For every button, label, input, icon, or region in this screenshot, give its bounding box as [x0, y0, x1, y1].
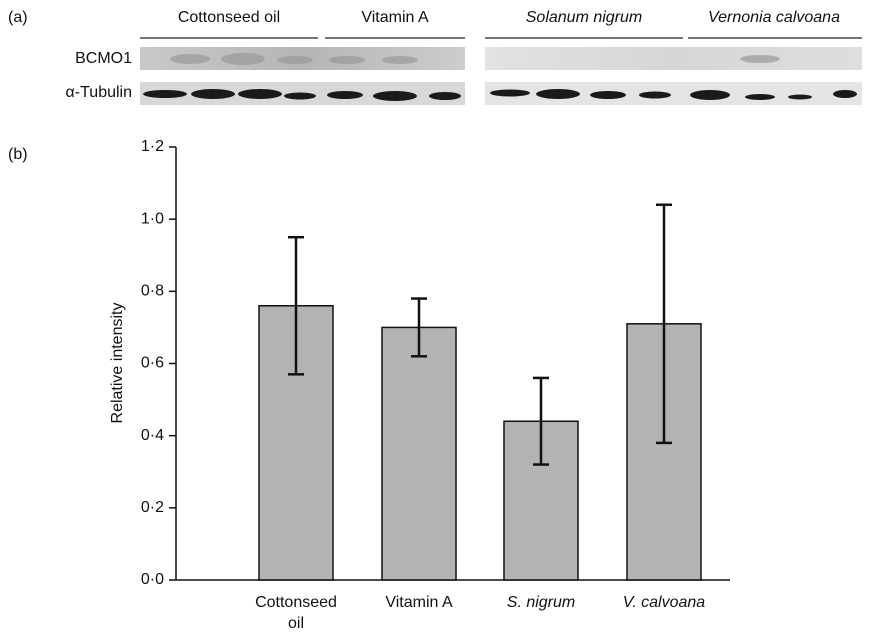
panel-label: (b) [8, 146, 28, 163]
y-tick-label: 1·0 [141, 210, 164, 227]
bar [382, 327, 456, 580]
x-tick-label: Cottonseed oil [246, 592, 346, 634]
y-tick-label: 0·8 [141, 283, 164, 300]
row-label: α-Tubulin [66, 84, 132, 101]
group-label: Solanum nigrum [526, 9, 643, 26]
y-tick-label: 0·6 [141, 355, 164, 372]
chart: (a) Cottonseed oil Vitamin A Solanum nig… [0, 0, 873, 635]
group-label: Cottonseed oil [178, 9, 280, 26]
group-label: Vitamin A [361, 9, 429, 26]
y-tick-label: 1·2 [141, 138, 164, 155]
row-label: BCMO1 [75, 50, 132, 67]
y-axis-label: Relative intensity [109, 303, 126, 424]
panel-label: (a) [8, 9, 28, 26]
y-tick-label: 0·4 [141, 427, 164, 444]
blot [140, 47, 862, 105]
y-tick-label: 0·2 [141, 499, 164, 516]
x-tick-label: Vitamin A [359, 592, 479, 613]
figure: (a) Cottonseed oil Vitamin A Solanum nig… [0, 0, 873, 635]
x-tick-label: V. calvoana [604, 592, 724, 613]
group-label: Vernonia calvoana [708, 9, 840, 26]
y-tick-label: 0·0 [141, 571, 164, 588]
x-tick-label: S. nigrum [481, 592, 601, 613]
